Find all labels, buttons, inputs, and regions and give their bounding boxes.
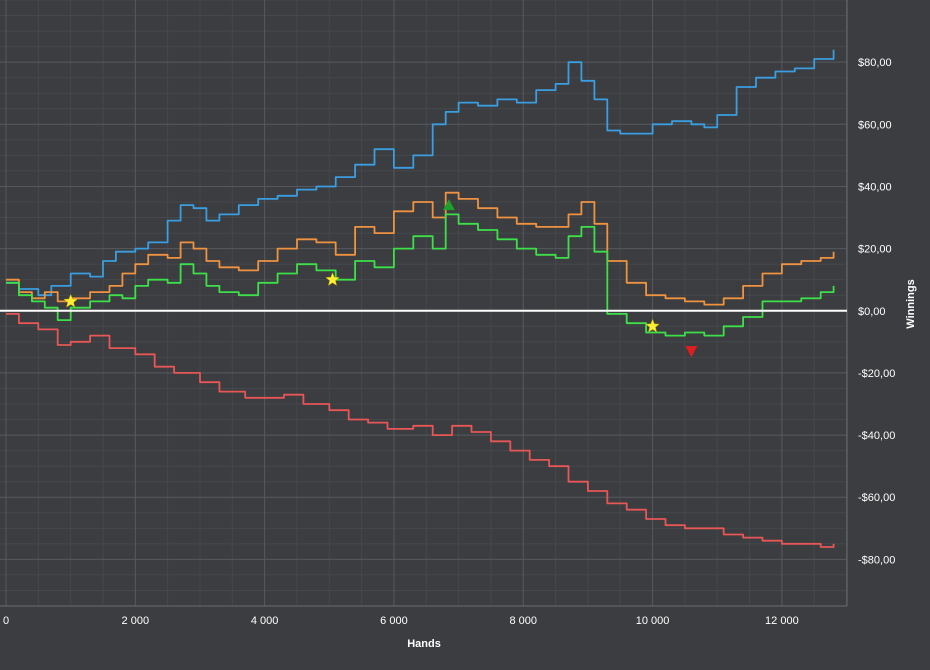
grid	[0, 0, 848, 607]
worst-point-marker	[685, 346, 698, 358]
series-lines	[0, 49, 847, 548]
y-axis-ticks: $80,00 $60,00 $40,00 $20,00 $0,00 -$20,00 -$40…	[858, 57, 895, 566]
y-tick-label: $40,00	[858, 181, 892, 193]
y-tick-label: $80,00	[858, 57, 892, 69]
star-marker	[63, 293, 78, 308]
markers	[63, 199, 698, 358]
x-tick-label: 0	[3, 615, 9, 627]
x-axis-label: Hands	[407, 638, 441, 650]
y-tick-label: $0,00	[858, 306, 886, 318]
x-tick-label: 6 000	[380, 615, 408, 627]
series-line-1	[6, 191, 835, 306]
y-tick-label: -$60,00	[858, 492, 895, 504]
series-line-2	[6, 213, 835, 337]
y-tick-label: -$40,00	[858, 430, 895, 442]
series-line-3	[6, 313, 835, 548]
x-axis-ticks: 0 2 000 4 000 6 000 8 000 10 000 12 000	[3, 615, 799, 627]
y-tick-label: -$80,00	[858, 554, 895, 566]
x-tick-label: 4 000	[251, 615, 279, 627]
y-axis-label: Winnings	[905, 279, 917, 328]
y-tick-label: $60,00	[858, 119, 892, 131]
series-line-0	[6, 49, 835, 297]
x-tick-label: 12 000	[765, 615, 799, 627]
star-marker	[325, 271, 340, 286]
y-tick-label: -$20,00	[858, 368, 895, 380]
best-point-marker	[442, 199, 455, 211]
x-tick-label: 10 000	[636, 615, 670, 627]
x-tick-label: 8 000	[509, 615, 537, 627]
x-tick-label: 2 000	[122, 615, 150, 627]
star-marker	[645, 318, 660, 333]
y-tick-label: $20,00	[858, 244, 892, 256]
